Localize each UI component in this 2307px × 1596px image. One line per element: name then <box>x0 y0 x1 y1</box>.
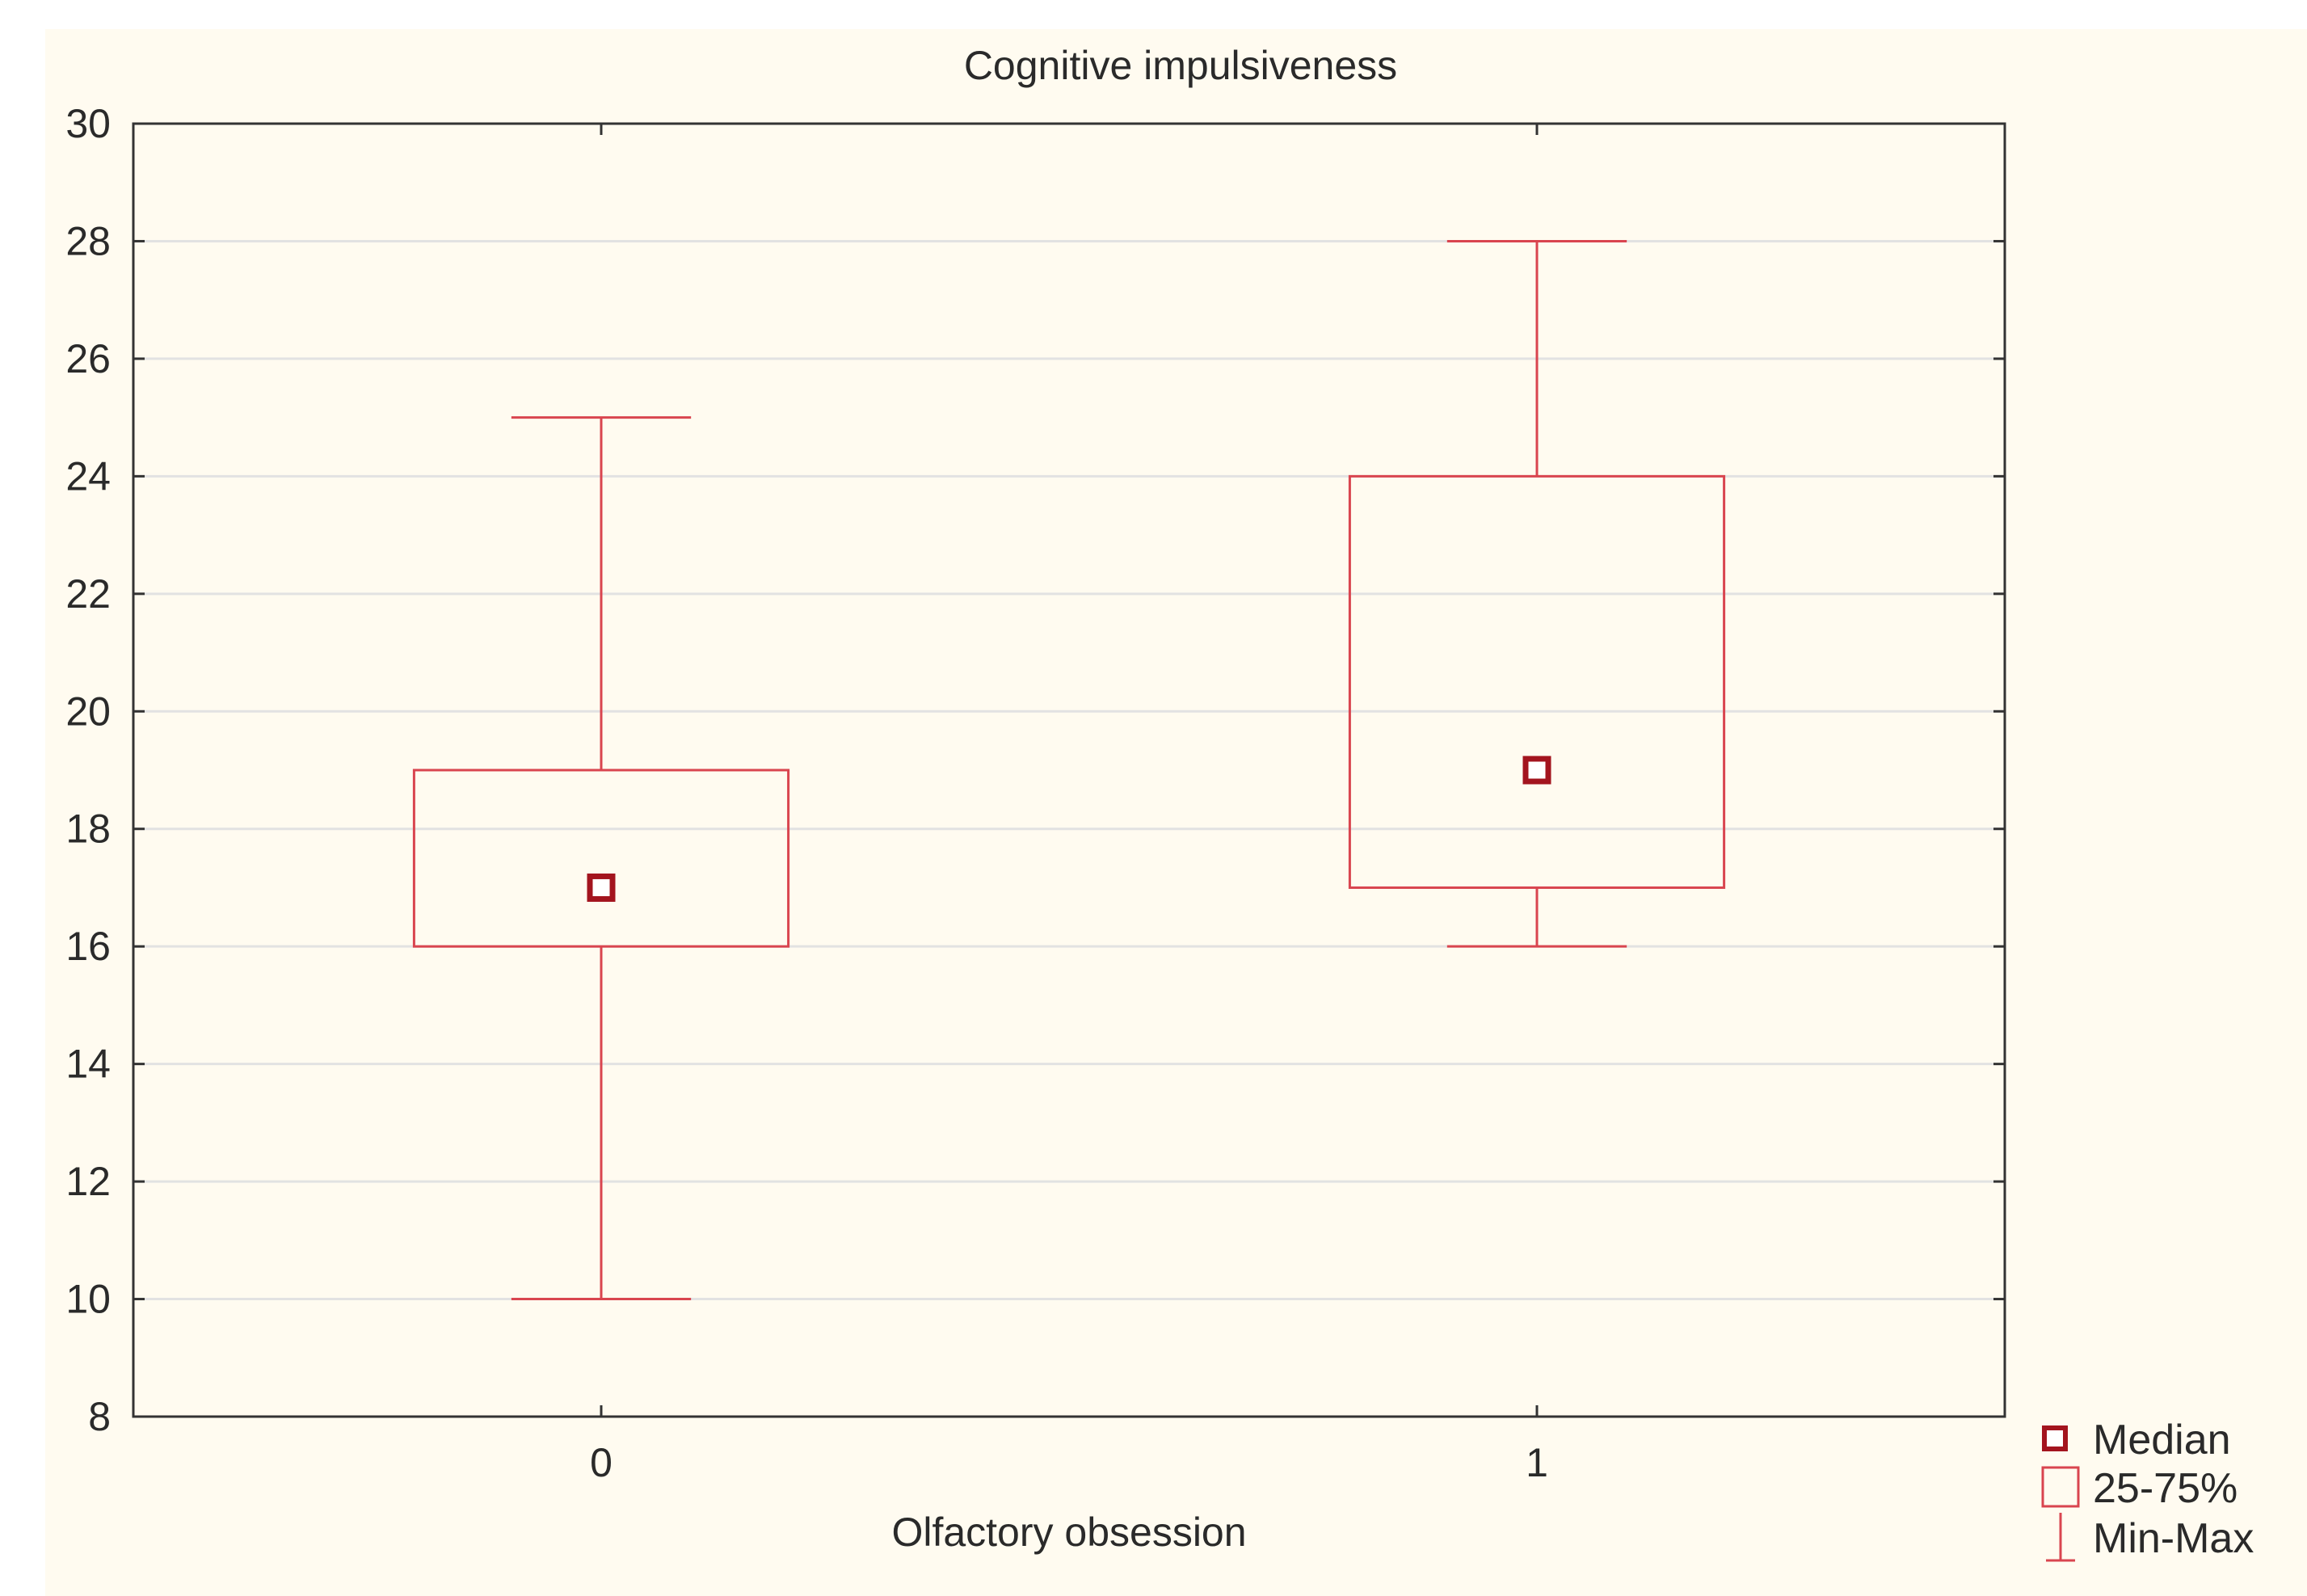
iqr-box <box>412 769 790 948</box>
legend-iqr-label: 25-75% <box>2093 1465 2238 1512</box>
box-plot-chart: Cognitive impulsiveness 8101214161820222… <box>65 43 2254 1562</box>
legend-minmax-label: Min-Max <box>2093 1515 2254 1562</box>
y-tick-label: 16 <box>65 924 111 969</box>
y-tick-label: 12 <box>65 1159 111 1204</box>
box-group-1 <box>1348 239 1726 948</box>
legend-iqr-swatch <box>2041 1466 2080 1508</box>
box-group-0 <box>412 416 790 1301</box>
y-tick-label: 30 <box>65 101 111 146</box>
box-series <box>412 239 1726 1301</box>
y-axis-ticks: 8 10 12 14 16 18 20 22 24 26 28 30 <box>65 101 2005 1439</box>
y-tick-label: 24 <box>65 453 111 499</box>
y-tick-label: 20 <box>65 689 111 734</box>
y-tick-label: 14 <box>65 1042 111 1087</box>
median-marker <box>587 873 616 902</box>
chart-container: Cognitive impulsiveness 8 10 12 14 16 18 20 22 2… <box>45 29 2307 1596</box>
x-tick-label: 1 <box>1526 1440 1548 1485</box>
legend-median-swatch <box>2042 1425 2068 1451</box>
y-tick-label: 10 <box>65 1277 111 1322</box>
median-marker <box>1522 756 1551 785</box>
legend-median-label: Median <box>2093 1417 2231 1463</box>
y-tick-label: 26 <box>65 336 111 381</box>
y-tick-label: 18 <box>65 806 111 852</box>
y-tick-label: 22 <box>65 571 111 617</box>
plot-area-frame <box>132 122 2006 1418</box>
y-tick-label: 28 <box>65 218 111 263</box>
x-axis-label: Olfactory obsession <box>891 1510 1246 1555</box>
chart-title: Cognitive impulsiveness <box>964 43 1397 88</box>
x-tick-label: 0 <box>590 1440 613 1485</box>
iqr-box <box>1348 474 1726 889</box>
y-tick-label: 8 <box>88 1394 111 1439</box>
